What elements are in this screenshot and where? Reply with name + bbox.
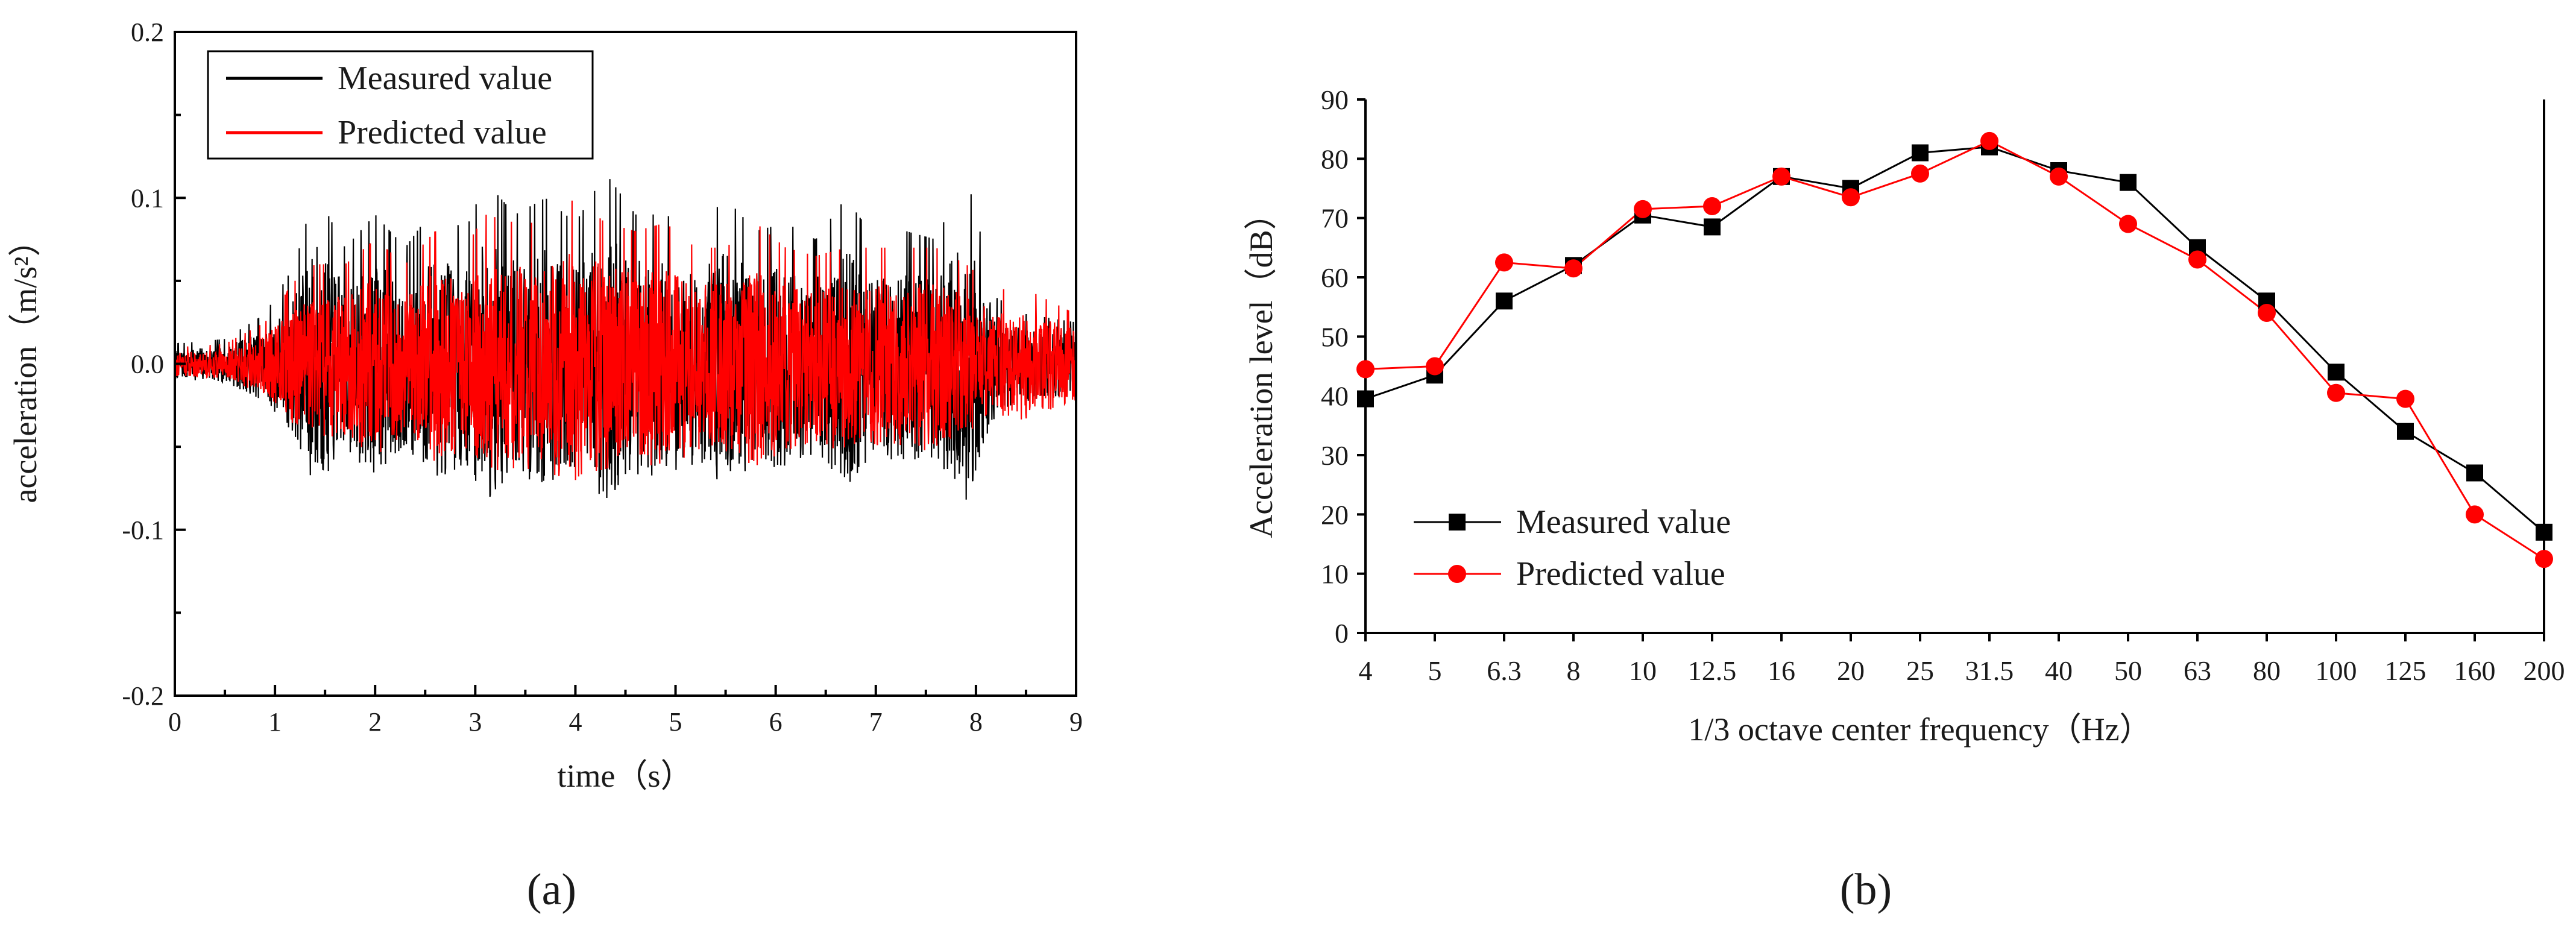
- panel-b-x-tick-label: 10: [1629, 655, 1657, 686]
- panel-a-time-history: 0 1 2 3 4 5 6 7 8 9 0.2 0.1 0.0 -0.1 -0.2 Measured val…: [7, 17, 1083, 915]
- panel-b-predicted-point: [1772, 167, 1790, 186]
- panel-b-x-tick-label: 31.5: [1965, 655, 2014, 686]
- panel-a-predicted-series-line: [175, 200, 1076, 480]
- panel-a-x-tick-label: 5: [669, 707, 682, 737]
- panel-a-y-tick-label: 0.1: [131, 183, 164, 213]
- panel-b-predicted-point: [1356, 360, 1375, 379]
- panel-b-predicted-point: [2327, 383, 2345, 402]
- panel-a-legend-predicted-label: Predicted value: [338, 114, 547, 151]
- panel-b-x-tick-label: 20: [1837, 655, 1865, 686]
- panel-b-predicted-point: [1911, 164, 1929, 183]
- panel-b-legend-measured-label: Measured value: [1516, 503, 1731, 541]
- panel-b-axes: [1364, 99, 2545, 634]
- panel-b-predicted-point: [1634, 200, 1652, 218]
- panel-b-predicted-point: [1703, 197, 1721, 215]
- panel-b-measured-point: [2120, 174, 2137, 191]
- panel-b-legend-measured-marker: [1449, 514, 1466, 531]
- panel-b-predicted-point: [2466, 505, 2484, 524]
- panel-b-y-tick-label: 10: [1321, 559, 1349, 590]
- panel-a-x-tick-label: 4: [568, 707, 582, 737]
- panel-b-predicted-point: [1426, 357, 1444, 376]
- panel-b-predicted-point: [1495, 253, 1513, 272]
- panel-b-y-tick-label: 30: [1321, 440, 1349, 471]
- panel-a-x-tick-label: 3: [468, 707, 482, 737]
- panel-a-caption: (a): [527, 865, 576, 915]
- panel-b-y-tick-label: 40: [1321, 381, 1349, 412]
- panel-b-x-tick-label: 40: [2045, 655, 2073, 686]
- panel-b-predicted-point: [1842, 188, 1860, 207]
- panel-b-y-tick-label: 50: [1321, 321, 1349, 352]
- panel-a-y-tick-label: 0.2: [131, 17, 164, 47]
- panel-b-measured-point: [1912, 144, 1929, 162]
- panel-b-x-tick-label: 63: [2184, 655, 2211, 686]
- panel-b-predicted-series-line: [1365, 140, 2545, 560]
- panel-b-predicted-point: [2188, 250, 2206, 269]
- panel-b-predicted-point: [2258, 304, 2276, 322]
- panel-b-measured-point: [2536, 523, 2552, 541]
- panel-b-y-tick-label: 80: [1321, 143, 1349, 174]
- panel-b-x-tick-label: 12.5: [1688, 655, 1737, 686]
- panel-a-legend-box: [207, 50, 594, 160]
- panel-a-x-tick-label: 0: [168, 707, 181, 737]
- panel-b-x-tick-label: 200: [2524, 655, 2565, 686]
- panel-b-measured-point: [1357, 390, 1374, 408]
- panel-b-y-axis-label: Acceleration level（dB）: [1243, 197, 1279, 538]
- panel-b-measured-point: [2466, 464, 2483, 482]
- panel-a-y-axis-label: acceleration（m/s²）: [7, 224, 43, 503]
- panel-b-measured-point: [1496, 292, 1513, 310]
- panel-b-x-tick-label: 6.3: [1487, 655, 1522, 686]
- panel-a-x-tick-label: 7: [869, 707, 883, 737]
- panel-b-x-axis-label: 1/3 octave center frequency（Hz）: [1688, 711, 2152, 748]
- panel-b-x-tick-label: 5: [1428, 655, 1442, 686]
- panel-b-x-tick-label: 80: [2253, 655, 2281, 686]
- panel-a-y-tick-label: -0.2: [122, 681, 164, 711]
- panel-a-y-tick-label: 0.0: [131, 350, 164, 379]
- panel-b-predicted-point: [1564, 259, 1582, 278]
- panel-b-predicted-point: [2050, 167, 2068, 186]
- panel-b-predicted-point: [1980, 131, 1998, 150]
- panel-a-legend-measured-label: Measured value: [338, 60, 552, 97]
- panel-a-x-tick-label: 2: [368, 707, 382, 737]
- panel-b-x-tick-label: 125: [2385, 655, 2426, 686]
- panel-b-x-tick-label: 16: [1768, 655, 1795, 686]
- panel-a-x-tick-label: 9: [1069, 707, 1083, 737]
- panel-b-legend: Measured value Predicted value: [1414, 503, 1731, 593]
- panel-b-y-tick-label: 70: [1321, 203, 1349, 234]
- panel-b-y-tick-label: 90: [1321, 84, 1349, 115]
- panel-b-x-tick-label: 25: [1906, 655, 1934, 686]
- panel-b-x-tick-label: 160: [2454, 655, 2496, 686]
- panel-a-x-tick-label: 1: [268, 707, 282, 737]
- panel-b-x-tick-label: 4: [1359, 655, 1373, 686]
- panel-b-y-tick-label: 20: [1321, 499, 1349, 530]
- panel-b-x-tick-label: 100: [2316, 655, 2357, 686]
- panel-b-measured-point: [2397, 423, 2414, 440]
- panel-b-measured-series-line: [1365, 146, 2545, 533]
- panel-b-y-tick-label: 0: [1335, 618, 1349, 649]
- panel-b-legend-predicted-label: Predicted value: [1516, 555, 1725, 593]
- panel-b-predicted-point: [2535, 550, 2553, 568]
- panel-b-legend-predicted-marker: [1448, 565, 1466, 583]
- panel-b-measured-point: [1704, 218, 1721, 236]
- panel-b-y-tick-label: 60: [1321, 262, 1349, 293]
- panel-b-measured-point: [2328, 364, 2345, 381]
- panel-b-x-tick-label: 50: [2114, 655, 2142, 686]
- panel-a-x-tick-label: 8: [969, 707, 983, 737]
- panel-b-predicted-point: [2396, 389, 2414, 408]
- panel-b-x-tick-label: 8: [1567, 655, 1581, 686]
- panel-b-predicted-point: [2119, 215, 2137, 233]
- panel-a-y-tick-label: -0.1: [122, 515, 164, 545]
- panel-a-x-tick-label: 6: [769, 707, 783, 737]
- panel-b-caption: (b): [1840, 865, 1892, 915]
- panel-a-x-axis-label: time（s）: [558, 758, 693, 794]
- panel-a-legend: Measured value Predicted value: [207, 50, 594, 160]
